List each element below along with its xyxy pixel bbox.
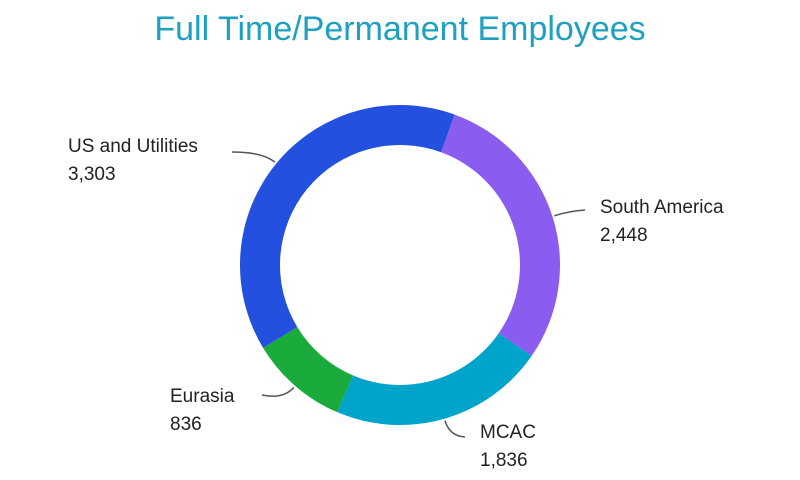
leader-line <box>554 209 586 217</box>
slice-label: US and Utilities <box>68 136 198 157</box>
leader-line <box>231 151 276 163</box>
slice-value: 1,836 <box>480 450 528 471</box>
leader-line <box>261 386 295 397</box>
slice-value: 836 <box>170 414 202 435</box>
slice-label: Eurasia <box>170 386 235 407</box>
chart-title: Full Time/Permanent Employees <box>154 10 645 48</box>
slice-label: South America <box>600 197 724 218</box>
slice-value: 2,448 <box>600 225 648 246</box>
slice-value: 3,303 <box>68 164 116 185</box>
leader-line <box>444 420 466 438</box>
donut-slice <box>239 104 455 348</box>
donut-slice <box>441 114 560 356</box>
slice-label: MCAC <box>480 422 536 443</box>
donut-slice <box>263 327 353 413</box>
donut-slice <box>337 333 532 425</box>
